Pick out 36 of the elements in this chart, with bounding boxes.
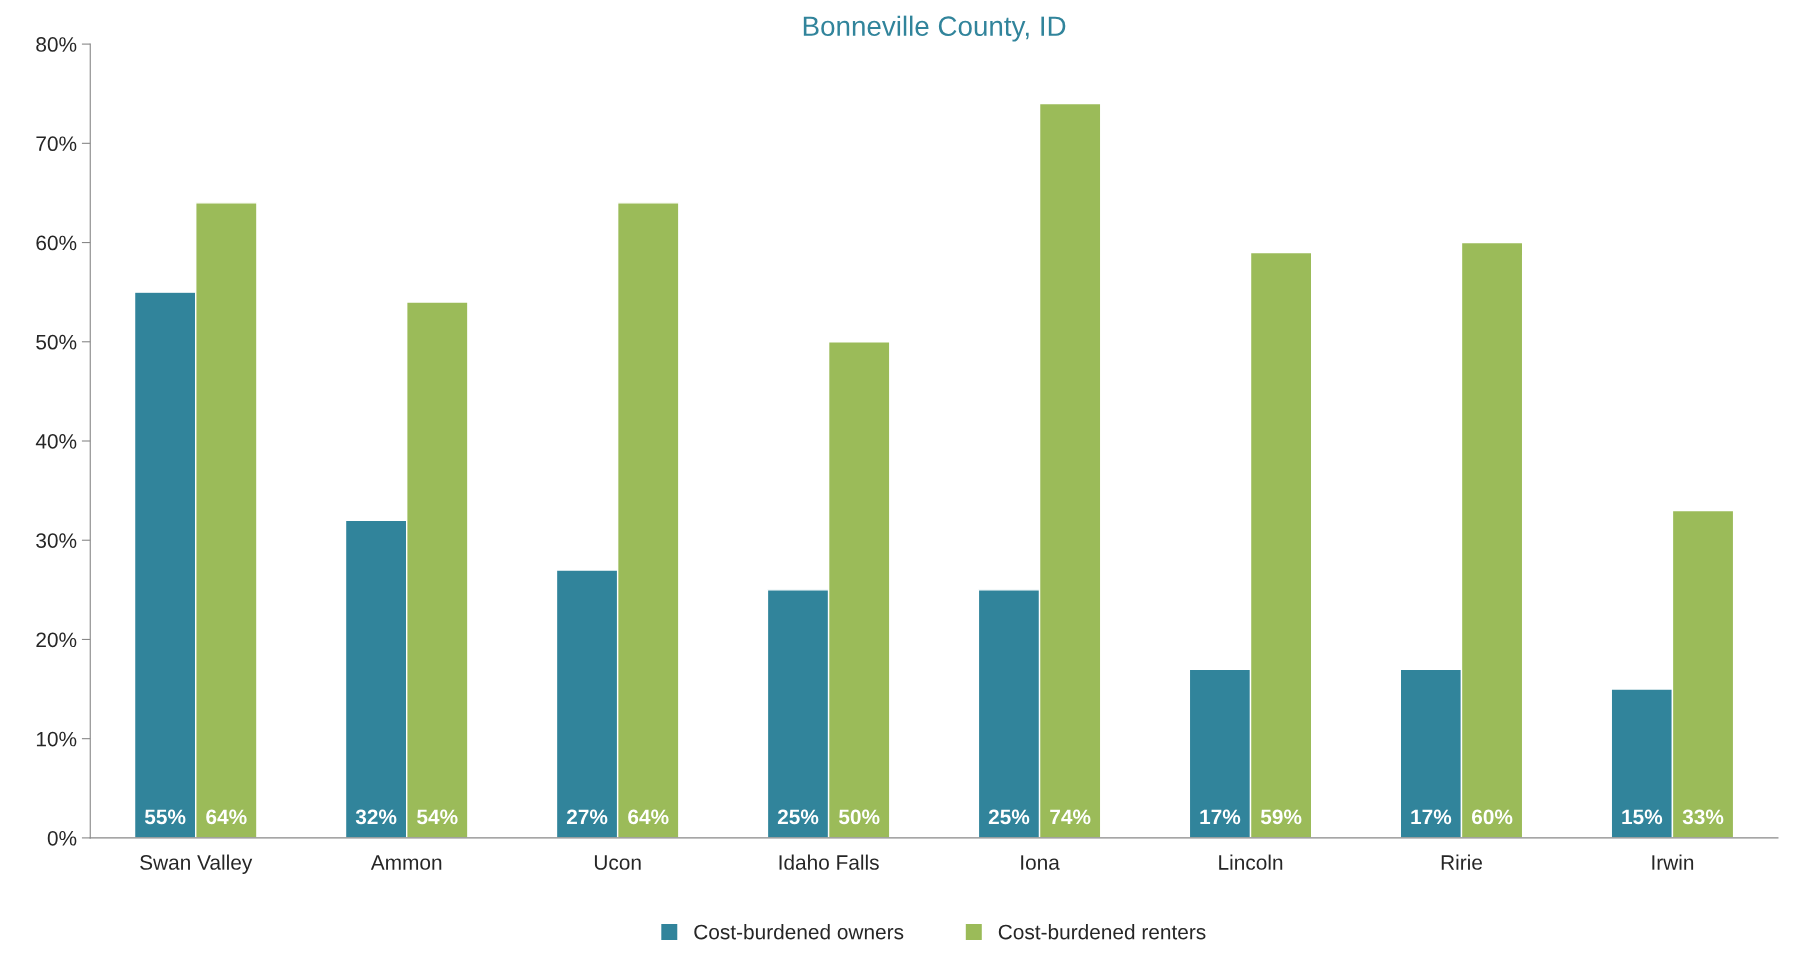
data-label: 17% xyxy=(1411,809,1452,825)
data-label: 64% xyxy=(628,809,669,825)
data-label: 15% xyxy=(1622,809,1663,825)
data-label: 25% xyxy=(777,809,819,825)
x-tick-label: Idaho Falls xyxy=(779,854,879,870)
data-label: 33% xyxy=(1682,809,1724,825)
data-label: 64% xyxy=(206,809,247,825)
y-tick-label: 20% xyxy=(36,632,77,648)
x-tick-label: Lincoln xyxy=(1219,854,1283,870)
x-tick-label: Ririe xyxy=(1441,854,1482,870)
data-label: 54% xyxy=(417,809,458,825)
legend-label: Cost-burdened renters xyxy=(998,924,1206,940)
x-tick-label: Iona xyxy=(1021,855,1060,870)
x-tick-label: Ammon xyxy=(370,855,442,870)
data-label: 59% xyxy=(1260,809,1302,825)
y-tick-label: 80% xyxy=(36,37,77,52)
y-tick-label: 60% xyxy=(36,235,77,251)
chart-title: Bonneville County, ID xyxy=(803,15,1066,42)
y-tick-label: 70% xyxy=(36,136,77,152)
data-label: 32% xyxy=(355,809,397,825)
y-tick-label: 50% xyxy=(36,334,77,350)
x-tick-label: Swan Valley xyxy=(140,854,253,874)
legend-label: Cost-burdened owners xyxy=(694,924,904,940)
data-label: 25% xyxy=(988,809,1030,825)
data-label: 60% xyxy=(1471,809,1513,825)
data-label: 50% xyxy=(838,809,880,825)
y-tick-label: 30% xyxy=(36,533,77,548)
x-tick-label: Ucon xyxy=(594,855,641,870)
y-tick-label: 0% xyxy=(47,830,77,846)
y-tick-label: 40% xyxy=(35,434,77,449)
data-label: 27% xyxy=(566,809,608,825)
x-tick-label: Irwin xyxy=(1652,854,1694,870)
y-tick-label: 10% xyxy=(36,731,77,747)
data-label: 17% xyxy=(1200,809,1241,825)
data-label: 55% xyxy=(144,809,186,825)
data-label: 74% xyxy=(1050,809,1091,825)
